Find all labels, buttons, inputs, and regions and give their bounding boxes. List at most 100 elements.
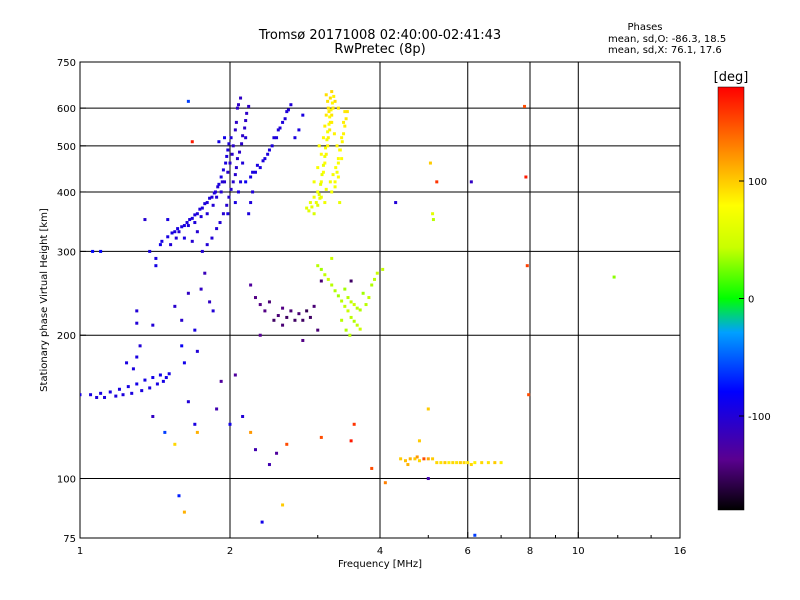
data-point xyxy=(455,461,459,465)
data-point xyxy=(462,461,466,465)
colorbar-tick-label: 100 xyxy=(748,177,767,188)
data-point xyxy=(403,459,407,463)
colorbar-label: [deg] xyxy=(714,70,749,85)
data-point xyxy=(234,166,238,170)
data-point xyxy=(349,439,353,443)
axis-ticks: 1 2 4 6 8 10 16 75 100 200 300 400 500 600 750 xyxy=(57,58,686,557)
data-point xyxy=(239,180,243,184)
data-point xyxy=(312,180,316,184)
x-tick-label: 4 xyxy=(377,546,383,557)
data-point xyxy=(173,442,177,446)
data-point xyxy=(426,457,430,461)
data-point xyxy=(352,422,356,426)
data-point xyxy=(348,333,352,337)
data-point xyxy=(108,390,112,394)
data-point xyxy=(278,126,282,130)
data-point xyxy=(343,124,347,128)
data-point xyxy=(330,101,334,105)
data-point xyxy=(439,461,443,465)
data-point xyxy=(458,461,462,465)
data-point xyxy=(333,180,337,184)
data-point xyxy=(244,119,248,123)
data-point xyxy=(114,394,118,398)
data-point xyxy=(312,304,316,308)
data-point xyxy=(255,163,259,167)
data-point xyxy=(342,132,346,136)
data-point xyxy=(346,296,350,300)
data-point xyxy=(316,166,320,170)
data-point xyxy=(170,231,174,235)
data-point xyxy=(125,361,129,365)
data-point xyxy=(431,218,435,222)
data-point xyxy=(293,318,297,322)
data-point xyxy=(236,190,240,194)
x-tick-label: 2 xyxy=(227,546,233,557)
data-point xyxy=(205,243,209,247)
data-point xyxy=(330,113,334,117)
data-point xyxy=(219,190,223,194)
data-point xyxy=(249,201,253,205)
data-point xyxy=(329,108,333,112)
data-point xyxy=(326,99,330,103)
data-point xyxy=(95,395,99,399)
data-point xyxy=(217,182,221,186)
data-point xyxy=(272,318,276,322)
data-point xyxy=(285,315,289,319)
data-point xyxy=(340,136,344,140)
stats-o-mode: mean, sd,O: -86.3, 18.5 xyxy=(608,34,726,45)
data-point xyxy=(138,344,142,348)
data-point xyxy=(340,140,344,144)
data-point xyxy=(323,201,327,205)
colorbar-tick-label: -100 xyxy=(748,412,771,423)
data-point xyxy=(343,110,347,114)
data-point xyxy=(195,212,199,216)
data-point xyxy=(230,152,234,156)
data-point xyxy=(370,466,374,470)
data-point xyxy=(177,494,181,498)
data-point xyxy=(308,315,312,319)
data-point xyxy=(215,195,219,199)
data-point xyxy=(324,93,328,97)
data-point xyxy=(126,385,130,389)
data-point xyxy=(285,110,289,114)
data-point xyxy=(186,224,190,228)
x-tick-label: 8 xyxy=(527,546,533,557)
data-point xyxy=(245,111,249,115)
data-point xyxy=(190,216,194,220)
data-point xyxy=(223,180,227,184)
data-point xyxy=(312,195,316,199)
data-point xyxy=(340,318,344,322)
data-point xyxy=(493,461,497,465)
data-point xyxy=(205,201,209,205)
data-point xyxy=(135,382,139,386)
data-point xyxy=(160,239,164,243)
data-point xyxy=(275,451,279,455)
data-point xyxy=(185,221,189,225)
data-point xyxy=(226,212,230,216)
data-point xyxy=(316,328,320,332)
data-point xyxy=(373,277,377,281)
data-point xyxy=(186,291,190,295)
data-point xyxy=(148,249,152,253)
data-point xyxy=(193,422,197,426)
data-point xyxy=(330,90,334,94)
data-point xyxy=(344,328,348,332)
data-point xyxy=(195,230,199,234)
y-tick-label: 750 xyxy=(57,58,76,69)
data-point xyxy=(226,170,230,174)
data-point xyxy=(135,321,139,325)
data-point xyxy=(227,142,231,146)
data-point xyxy=(91,249,95,253)
data-point xyxy=(469,180,473,184)
data-point xyxy=(334,166,338,170)
data-point xyxy=(332,94,336,98)
data-point xyxy=(451,461,455,465)
data-point xyxy=(342,120,346,124)
data-point xyxy=(285,442,289,446)
data-point xyxy=(251,170,255,174)
data-point xyxy=(210,195,214,199)
x-tick-label: 16 xyxy=(674,546,687,557)
data-point xyxy=(249,175,253,179)
y-tick-label: 600 xyxy=(57,104,76,115)
stats-x-mode: mean, sd,X: 76.1, 17.6 xyxy=(608,45,722,56)
